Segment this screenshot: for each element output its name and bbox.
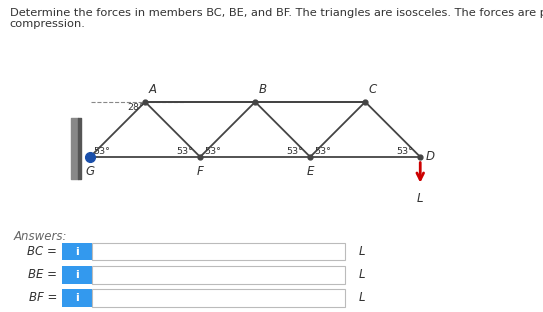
Text: Determine the forces in members BC, BE, and BF. The triangles are isosceles. The: Determine the forces in members BC, BE, … (10, 8, 543, 29)
FancyBboxPatch shape (62, 243, 92, 261)
Text: L: L (358, 291, 365, 304)
Text: 53°: 53° (204, 147, 220, 156)
Text: B: B (258, 83, 267, 96)
Text: L: L (417, 192, 424, 205)
Text: Answers:: Answers: (14, 230, 67, 243)
Text: i: i (75, 293, 79, 303)
Text: BE =: BE = (28, 268, 57, 281)
Text: L: L (358, 245, 365, 258)
Text: 53°: 53° (94, 147, 111, 156)
FancyBboxPatch shape (92, 289, 345, 307)
FancyBboxPatch shape (62, 266, 92, 284)
Text: 53°: 53° (176, 147, 193, 156)
Text: D: D (426, 150, 435, 163)
Text: 53°: 53° (396, 147, 413, 156)
Text: BC =: BC = (27, 245, 57, 258)
Text: F: F (197, 165, 204, 178)
FancyBboxPatch shape (92, 266, 345, 284)
Text: C: C (369, 83, 377, 96)
FancyBboxPatch shape (62, 289, 92, 307)
Text: BF =: BF = (29, 291, 57, 304)
Text: i: i (75, 246, 79, 256)
Text: 53°: 53° (314, 147, 331, 156)
Text: A: A (148, 83, 156, 96)
Text: 28°: 28° (127, 103, 143, 112)
Text: i: i (75, 270, 79, 280)
Text: L: L (358, 268, 365, 281)
Text: 53°: 53° (286, 147, 303, 156)
FancyBboxPatch shape (92, 243, 345, 261)
Text: E: E (306, 165, 314, 178)
Text: G: G (86, 165, 94, 178)
